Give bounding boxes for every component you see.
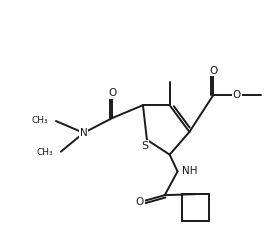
Text: S: S	[142, 141, 148, 151]
Text: N: N	[80, 128, 88, 138]
Text: CH₃: CH₃	[36, 148, 53, 157]
Text: O: O	[209, 66, 217, 76]
Text: CH₃: CH₃	[31, 115, 48, 124]
Text: NH: NH	[182, 166, 198, 176]
Text: O: O	[108, 88, 116, 98]
Text: O: O	[233, 90, 241, 100]
Text: O: O	[136, 197, 144, 207]
